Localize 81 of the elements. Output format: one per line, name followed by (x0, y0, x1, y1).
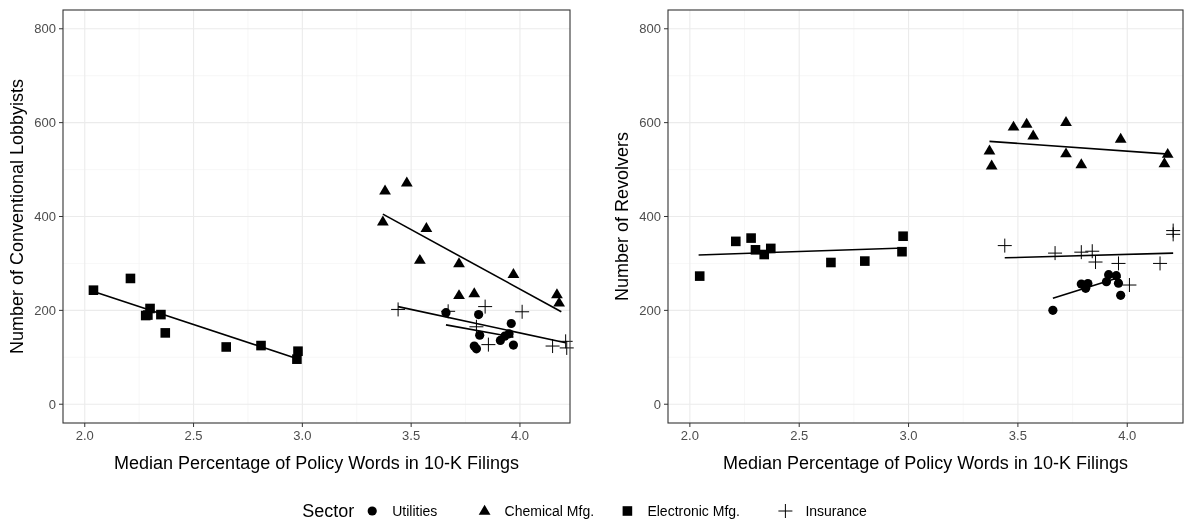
point (1113, 278, 1124, 288)
point (694, 271, 705, 281)
point (1060, 147, 1072, 158)
point (474, 309, 484, 320)
point (997, 238, 1013, 254)
y-tick-label: 0 (653, 396, 661, 412)
x-tick-label: 3.5 (402, 428, 421, 443)
point (1047, 245, 1063, 261)
x-tick-label: 2.0 (680, 428, 699, 443)
y-tick-label: 200 (639, 302, 661, 318)
x-axis-title: Median Percentage of Policy Words in 10-K Filings (723, 453, 1128, 473)
point (1104, 270, 1114, 280)
point (1116, 290, 1126, 300)
x-tick-label: 2.5 (184, 428, 203, 443)
x-tick-label: 3.5 (1008, 428, 1027, 443)
point (559, 340, 575, 356)
point (160, 328, 171, 338)
y-tick-label: 400 (34, 209, 56, 224)
point (1073, 244, 1089, 260)
y-tick-label: 400 (639, 209, 661, 224)
point (468, 287, 481, 298)
point (746, 233, 756, 243)
point (376, 215, 389, 226)
x-tick-label: 3.0 (899, 428, 918, 443)
x-tick-label: 4.0 (510, 428, 529, 443)
legend-label: Utilities (392, 503, 438, 519)
point (1110, 255, 1126, 271)
point (1007, 120, 1020, 131)
point (390, 301, 406, 317)
point (860, 256, 870, 266)
point (453, 289, 465, 300)
point (551, 288, 563, 299)
y-tick-label: 600 (639, 115, 661, 131)
y-axis-title: Number of Conventional Lobbyists (7, 78, 27, 355)
point (514, 304, 530, 320)
point (983, 144, 996, 155)
y-axis-title: Number of Revolvers (612, 131, 632, 302)
point (221, 342, 231, 352)
point (480, 337, 496, 353)
y-tick-label: 800 (34, 21, 56, 37)
point (545, 338, 561, 354)
point (730, 236, 741, 247)
point (826, 257, 836, 268)
y-tick-label: 200 (34, 302, 56, 318)
point (468, 319, 484, 335)
point (1121, 277, 1137, 293)
x-axis-title: Median Percentage of Policy Words in 10-K Filings (114, 453, 519, 473)
point (400, 176, 413, 187)
point (420, 222, 433, 232)
point (506, 318, 516, 329)
point (1152, 255, 1168, 271)
point (507, 268, 520, 278)
point (1114, 132, 1127, 143)
y-tick-label: 600 (34, 115, 56, 131)
point (413, 253, 426, 264)
x-tick-label: 3.0 (293, 428, 312, 443)
point (1158, 157, 1171, 168)
point (898, 231, 908, 242)
point (293, 346, 303, 356)
y-tick-label: 800 (639, 21, 661, 37)
point (453, 257, 465, 268)
y-tick-label: 0 (48, 396, 56, 412)
legend-title: Sector (302, 501, 355, 521)
point (508, 340, 519, 350)
point (1027, 129, 1040, 140)
point (985, 159, 998, 170)
legend-label: Chemical Mfg. (504, 503, 595, 519)
legend-label: Insurance (805, 503, 868, 519)
point (1048, 305, 1058, 315)
x-tick-label: 4.0 (1118, 428, 1137, 443)
point (1084, 243, 1100, 259)
point (379, 184, 391, 195)
x-tick-label: 2.5 (790, 428, 809, 443)
point (1060, 115, 1072, 126)
point (1020, 117, 1033, 128)
point (475, 330, 485, 340)
point (1088, 254, 1104, 270)
point (477, 299, 493, 315)
x-tick-label: 2.0 (75, 428, 94, 443)
legend-label: Electronic Mfg. (647, 503, 740, 519)
point (1075, 158, 1088, 169)
